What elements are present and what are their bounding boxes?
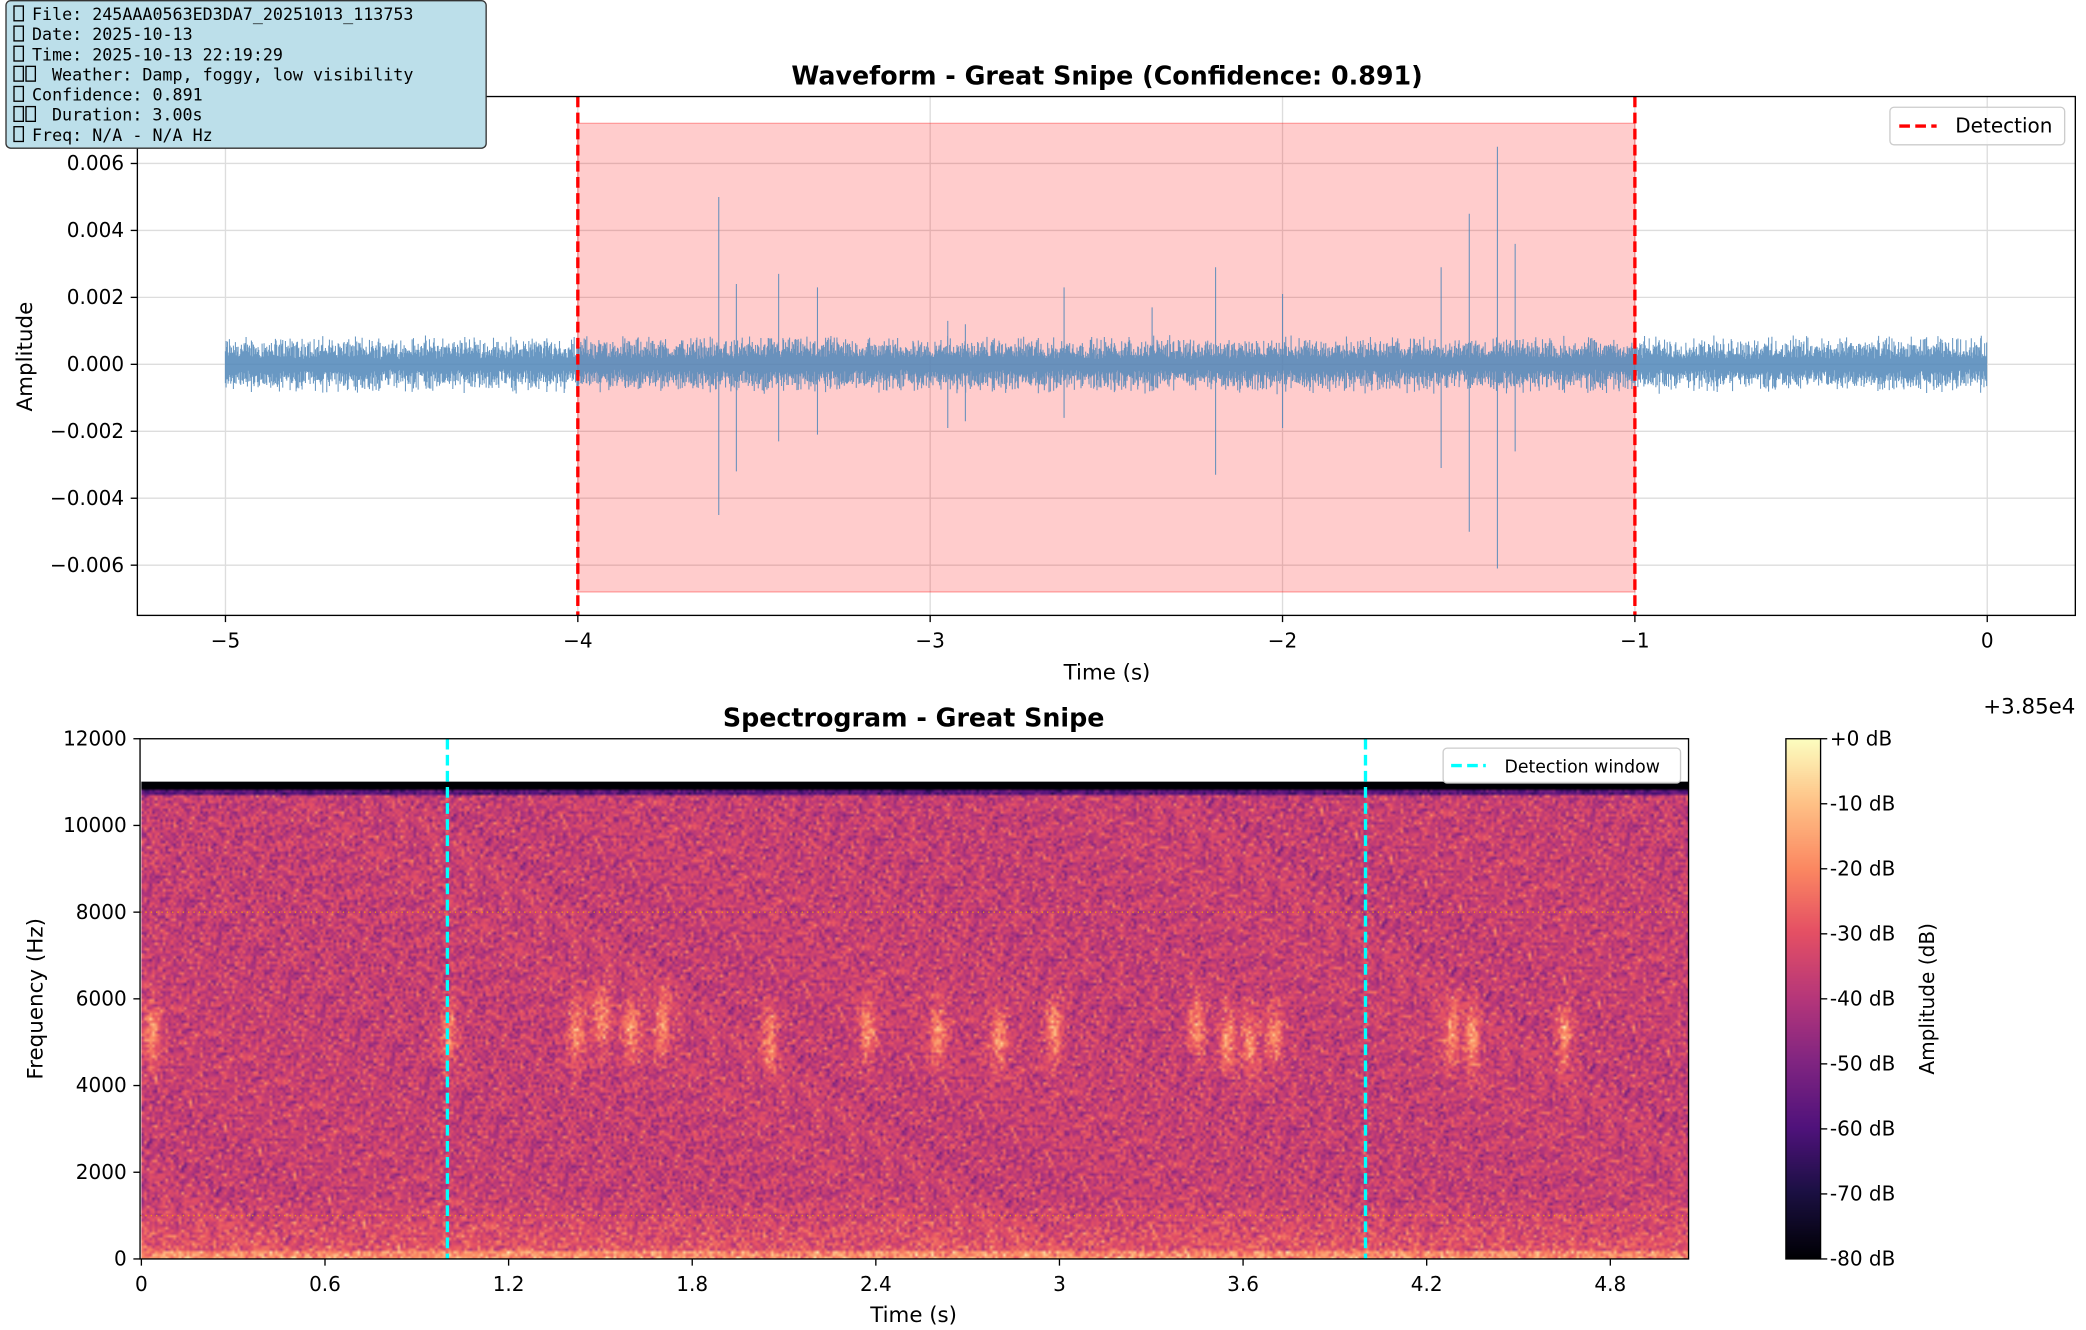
info-weather: Weather: Damp, foggy, low visibility <box>52 64 414 85</box>
info-duration: Duration: 3.00s <box>52 104 203 125</box>
clock-icon <box>13 45 25 62</box>
x-tick-label: 1.8 <box>676 1272 708 1296</box>
colorbar-tick-label: +0 dB <box>1830 726 1892 750</box>
y-tick-label: 8000 <box>76 900 127 924</box>
spectrogram-axes-frame <box>139 738 1690 1260</box>
spectrogram-ylabel: Frequency (Hz) <box>24 918 49 1080</box>
colorbar-label: Amplitude (dB) <box>1915 923 1939 1075</box>
colorbar-ticks: +0 dB -10 dB -20 dB -30 dB -40 dB -50 dB -60 d… <box>1820 726 1895 1271</box>
x-tick-label: 0.6 <box>309 1272 341 1296</box>
colorbar-frame <box>1785 738 1822 1260</box>
waveform-x-offset: +3.85e4 <box>1983 694 2075 719</box>
colorbar-tick-label: -80 dB <box>1830 1247 1895 1271</box>
x-tick-label: −5 <box>211 629 240 653</box>
legend-detection-label: Detection <box>1955 114 2052 138</box>
colorbar-tick-label: -70 dB <box>1830 1182 1895 1206</box>
x-tick-label: 0 <box>1981 629 1994 653</box>
y-tick-label: −0.002 <box>50 419 124 443</box>
x-tick-label: −1 <box>1620 629 1649 653</box>
waveform-line <box>224 146 1988 569</box>
x-tick-label: 4.8 <box>1594 1272 1626 1296</box>
info-line-time: Time: 2025-10-13 22:19:29 <box>13 44 478 64</box>
waveform-xlabel: Time (s) <box>1063 661 1151 686</box>
weather-icon-variant <box>25 65 37 82</box>
y-tick-label: 0.002 <box>67 285 124 309</box>
spectrogram-title: Spectrogram - Great Snipe <box>723 703 1105 733</box>
info-line-date: Date: 2025-10-13 <box>13 24 478 44</box>
timer-icon <box>13 105 25 123</box>
x-tick-label: 0 <box>135 1272 148 1296</box>
waveform-ylabel: Amplitude <box>13 302 38 412</box>
x-tick-label: 1.2 <box>493 1272 525 1296</box>
y-tick-label: −0.006 <box>50 553 124 577</box>
x-tick-label: 2.4 <box>860 1272 892 1296</box>
colorbar-gradient <box>1785 738 1821 1259</box>
x-tick-label: 3.6 <box>1227 1272 1259 1296</box>
spectrogram-xlabel: Time (s) <box>869 1303 957 1328</box>
x-tick-label: −4 <box>563 629 592 653</box>
info-line-confidence: Confidence: 0.891 <box>13 84 478 105</box>
y-tick-label: 10000 <box>63 813 127 837</box>
x-tick-label: −2 <box>1268 629 1297 653</box>
info-date: Date: 2025-10-13 <box>32 24 193 45</box>
y-tick-label: 4000 <box>76 1073 127 1097</box>
waveform-legend: Detection <box>1889 106 2066 146</box>
waveform-title: Waveform - Great Snipe (Confidence: 0.89… <box>791 60 1422 90</box>
colorbar-tick-label: -50 dB <box>1830 1052 1895 1076</box>
y-tick-label: 6000 <box>76 986 127 1010</box>
waveform-axes-frame <box>136 95 2076 617</box>
weather-icon <box>13 65 25 82</box>
x-tick-label: −3 <box>915 629 944 653</box>
spectrogram-legend: Detection window <box>1442 747 1682 784</box>
legend-window-label: Detection window <box>1504 757 1659 777</box>
info-file: File: 245AAA0563ED3DA7_20251013_113753 <box>32 4 414 25</box>
y-tick-label: 2000 <box>76 1160 127 1184</box>
info-time: Time: 2025-10-13 22:19:29 <box>32 44 283 65</box>
y-tick-label: 0.000 <box>67 352 124 376</box>
y-tick-label: 0.006 <box>67 151 124 175</box>
y-tick-label: 0.004 <box>67 218 124 242</box>
x-tick-label: 4.2 <box>1411 1272 1443 1296</box>
music-icon <box>13 126 25 143</box>
colorbar-tick-label: -40 dB <box>1830 986 1895 1010</box>
colorbar-tick-label: -20 dB <box>1830 856 1895 880</box>
spectrogram-ticks: 0 0.6 1.2 1.8 2.4 3 3.6 4.2 4.8 0 2000 4000 6000 8000… <box>63 726 1626 1296</box>
info-line-freq: Freq: N/A - N/A Hz <box>13 125 478 145</box>
timer-icon-variant <box>25 105 37 123</box>
colorbar-tick-label: -60 dB <box>1830 1117 1895 1141</box>
x-tick-label: 3 <box>1053 1272 1066 1296</box>
colorbar-tick-label: -10 dB <box>1830 791 1895 815</box>
colorbar-tick-label: -30 dB <box>1830 921 1895 945</box>
info-line-file: File: 245AAA0563ED3DA7_20251013_113753 <box>13 4 478 24</box>
recording-info-box: File: 245AAA0563ED3DA7_20251013_113753 D… <box>5 0 487 149</box>
info-confidence: Confidence: 0.891 <box>32 84 203 105</box>
target-icon <box>13 85 25 102</box>
file-icon <box>13 5 25 22</box>
info-freq: Freq: N/A - N/A Hz <box>32 124 213 145</box>
calendar-icon <box>13 25 25 42</box>
spectrogram-image <box>141 781 1689 1259</box>
y-tick-label: 12000 <box>63 726 127 750</box>
waveform-ticks: −5 −4 −3 −2 −1 0 −0.006 −0.004 −0.002 0.000 0.002 0… <box>50 151 1994 652</box>
info-line-weather: Weather: Damp, foggy, low visibility <box>13 64 478 84</box>
info-line-duration: Duration: 3.00s <box>13 105 478 125</box>
y-tick-label: −0.004 <box>50 486 124 510</box>
y-tick-label: 0 <box>114 1247 127 1271</box>
